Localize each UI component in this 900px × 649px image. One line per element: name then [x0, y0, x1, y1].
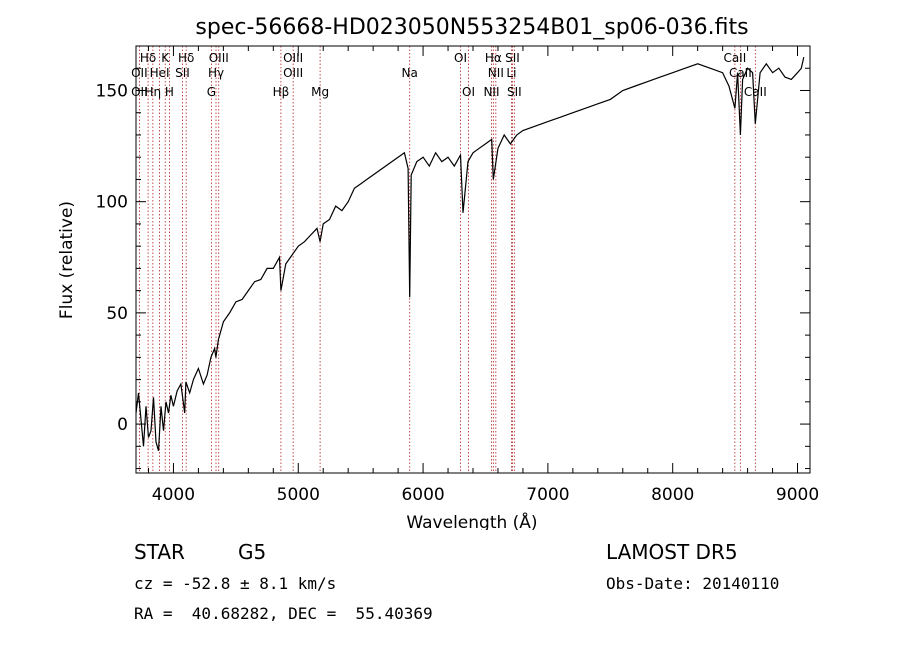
line-label-17: OI — [454, 51, 467, 65]
line-label-27: CaII — [744, 85, 767, 99]
line-label-9: OIII — [209, 51, 229, 65]
x-tick-label: 4000 — [152, 485, 195, 505]
x-tick-label: 5000 — [277, 485, 320, 505]
line-label-14: Hβ — [273, 85, 290, 99]
y-tick-label: 0 — [117, 415, 128, 435]
line-label-22: Li — [506, 66, 516, 80]
x-tick-label: 6000 — [401, 485, 444, 505]
line-label-6: H — [165, 85, 174, 99]
line-label-1: OII — [131, 66, 148, 80]
line-label-7: Hδ — [178, 51, 194, 65]
line-label-11: G — [207, 85, 216, 99]
object-subclass: G5 — [238, 540, 267, 564]
line-label-3: HeI — [150, 66, 170, 80]
spectrum-series-line — [135, 56, 805, 451]
line-label-13: OIII — [283, 66, 303, 80]
object-class: STAR — [134, 540, 185, 564]
line-label-10: Hγ — [208, 66, 224, 80]
line-label-8: SII — [175, 66, 190, 80]
y-tick-label: 100 — [96, 193, 128, 213]
line-label-4: Hη — [145, 85, 162, 99]
line-label-16: Na — [402, 66, 418, 80]
line-label-26: CaII — [729, 66, 752, 80]
spectrum-plot: spec-56668-HD023050N553254B01_sp06-036.f… — [57, 15, 819, 530]
survey-name: LAMOST DR5 — [606, 540, 738, 564]
line-label-23: NII — [483, 85, 499, 99]
line-label-19: Hα — [485, 51, 502, 65]
line-label-0: Hδ — [140, 51, 156, 65]
line-label-2: OII — [131, 85, 148, 99]
y-axis: 0 50 100 150 — [96, 45, 810, 470]
x-tick-label: 8000 — [651, 485, 694, 505]
line-label-24: SII — [507, 85, 522, 99]
line-label-12: OIII — [283, 51, 303, 65]
obs-date-text: Obs-Date: 20140110 — [606, 574, 780, 593]
line-label-5: K — [161, 51, 170, 65]
emission-line-markers — [138, 46, 756, 473]
y-axis-label: Flux (relative) — [57, 201, 77, 319]
line-label-20: SII — [505, 51, 520, 65]
x-axis-label: Wavelength (Å) — [406, 511, 537, 530]
x-tick-label: 7000 — [526, 485, 569, 505]
line-label-21: NII — [488, 66, 504, 80]
x-tick-label: 9000 — [776, 485, 819, 505]
line-label-18: OI — [462, 85, 475, 99]
line-label-25: CaII — [723, 51, 746, 65]
y-tick-label: 50 — [106, 304, 128, 324]
y-tick-label: 150 — [96, 81, 128, 101]
redshift-text: cz = -52.8 ± 8.1 km/s — [134, 574, 337, 593]
plot-frame — [135, 45, 811, 474]
chart-title: spec-56668-HD023050N553254B01_sp06-036.f… — [195, 15, 748, 40]
x-axis: 4000 5000 6000 7000 8000 9000 — [147, 46, 819, 505]
line-label-15: Mg — [311, 85, 329, 99]
coordinates-text: RA = 40.68282, DEC = 55.40369 — [134, 604, 433, 623]
